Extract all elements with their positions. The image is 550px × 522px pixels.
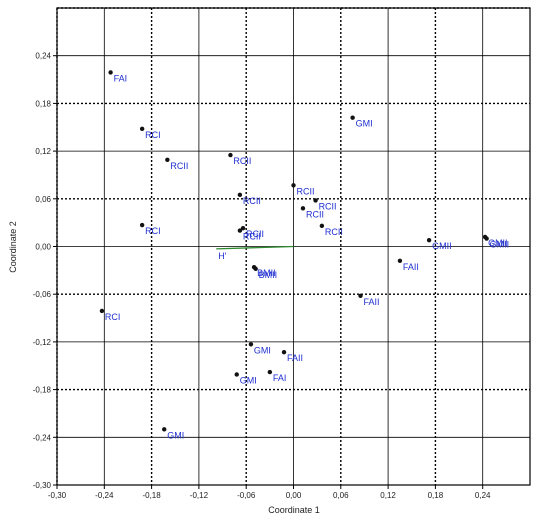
data-point-label: GMII [488, 238, 508, 248]
data-point [228, 152, 233, 158]
y-tick-label: -0,18 [33, 386, 52, 395]
x-tick-label: -0,24 [95, 491, 114, 500]
biplot-vector-label: H' [218, 251, 226, 261]
grid-layer [56, 7, 530, 485]
data-point [165, 157, 170, 163]
y-tick-label: -0,30 [33, 481, 52, 490]
data-point [350, 115, 355, 120]
data-point-label: GMI [254, 345, 271, 355]
data-point [484, 236, 489, 241]
data-point [248, 342, 254, 347]
biplot-vector-line [216, 245, 294, 250]
data-point-label: BMII [259, 270, 278, 280]
x-tick-label: 0,18 [428, 491, 444, 500]
data-point-label: RCII [233, 156, 251, 166]
x-tick-label: -0,12 [190, 491, 209, 500]
data-point-label: RCII [246, 229, 264, 239]
data-point [162, 427, 167, 432]
data-point-label: RCII [297, 186, 315, 196]
biplot-vector-layer: H' [216, 245, 294, 261]
y-tick-label: 0,12 [35, 147, 51, 156]
y-tick-label: -0,06 [33, 290, 52, 299]
y-tick-label: 0,24 [35, 52, 51, 61]
data-point-label: RCI [145, 226, 161, 236]
data-point [139, 126, 145, 132]
data-point [240, 226, 246, 231]
data-point-label: RCII [306, 209, 324, 219]
data-labels-layer: FAIRCIRCIIRCIRCIRCIIRCIIRCIIRCIIRCIIRCII… [105, 73, 509, 440]
data-point [237, 228, 243, 233]
data-point [426, 237, 432, 243]
data-point-label: FAII [403, 262, 419, 272]
y-tick-label: -0,24 [33, 433, 52, 442]
data-point-label: FAI [273, 373, 287, 383]
data-point-label: RCII [243, 196, 261, 206]
data-point [99, 308, 105, 314]
data-point-label: GMI [167, 430, 184, 440]
data-point-label: FAII [287, 353, 303, 363]
data-point-label: RCII [170, 161, 188, 171]
x-tick-label: -0,06 [237, 491, 256, 500]
data-point [234, 372, 239, 377]
data-point [300, 206, 306, 211]
data-point-label: RCII [243, 232, 261, 242]
data-point-label: BMII [257, 268, 276, 278]
tick-labels-layer: -0,30 -0,24 -0,18 -0,12 -0,06 0,00 0,06 0,12 0,1… [33, 52, 491, 500]
data-point [267, 369, 273, 375]
data-point-label: RCI [145, 130, 161, 140]
data-point [319, 223, 325, 229]
data-point-label: GMII [490, 240, 510, 250]
x-tick-label: 0,06 [333, 491, 349, 500]
x-axis-label: Coordinate 1 [268, 505, 320, 515]
data-point-label: RCII [325, 227, 343, 237]
data-point [237, 192, 243, 198]
data-point [253, 266, 258, 271]
data-point [108, 70, 113, 75]
data-point-label: GMII [432, 241, 452, 251]
y-axis-label: Coordinate 2 [8, 221, 18, 273]
data-point [281, 350, 287, 355]
y-tick-label: 0,18 [35, 99, 51, 108]
x-tick-label: 0,24 [475, 491, 491, 500]
data-point [397, 258, 403, 264]
data-point [291, 183, 296, 188]
data-point-label: GMI [356, 119, 373, 129]
data-point-label: RCI [105, 312, 121, 322]
y-tick-label: -0,12 [33, 338, 52, 347]
x-tick-label: 0,00 [286, 491, 302, 500]
x-tick-label: 0,12 [380, 491, 396, 500]
y-tick-label: 0,06 [35, 195, 51, 204]
data-points-layer [99, 70, 489, 432]
data-point-label: GMI [240, 375, 257, 385]
x-tick-label: -0,30 [48, 491, 67, 500]
data-point [313, 198, 318, 203]
x-tick-label: -0,18 [142, 491, 161, 500]
data-point [139, 222, 145, 228]
data-point-label: RCII [319, 201, 337, 211]
data-point [358, 293, 363, 298]
data-point-label: FAI [114, 73, 128, 83]
data-point-label: FAII [364, 297, 380, 307]
y-tick-label: 0,00 [35, 243, 51, 252]
